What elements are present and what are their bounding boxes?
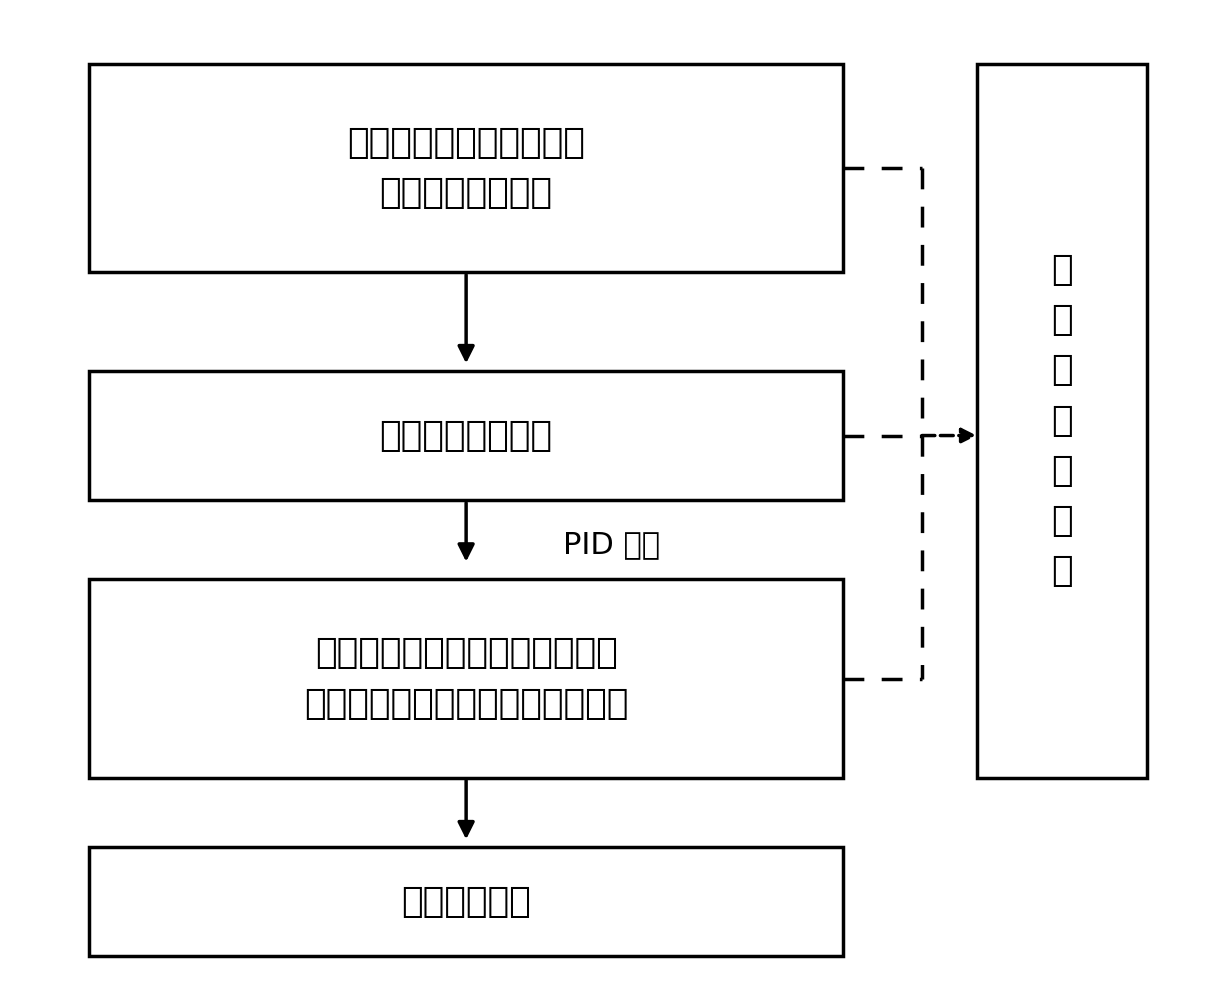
Bar — [977, 64, 1147, 778]
Text: 污染土壤达标: 污染土壤达标 — [401, 885, 531, 919]
Bar — [89, 847, 843, 956]
Bar — [89, 371, 843, 500]
Text: PID 检测: PID 检测 — [563, 530, 661, 559]
Text: 进行常温解吸处理: 进行常温解吸处理 — [379, 419, 552, 453]
Text: 喷洒高锰酸钾溶液与土壤均匀混
合，进行常温解吸和化学氧化处理: 喷洒高锰酸钾溶液与土壤均匀混 合，进行常温解吸和化学氧化处理 — [304, 636, 628, 721]
Bar — [89, 579, 843, 778]
Text: 尾
气
收
集
与
处
理: 尾 气 收 集 与 处 理 — [1051, 253, 1072, 588]
Text: 污染土壤运输至常温解吸
车间内，平整堆放: 污染土壤运输至常温解吸 车间内，平整堆放 — [348, 126, 585, 210]
Bar — [89, 64, 843, 272]
